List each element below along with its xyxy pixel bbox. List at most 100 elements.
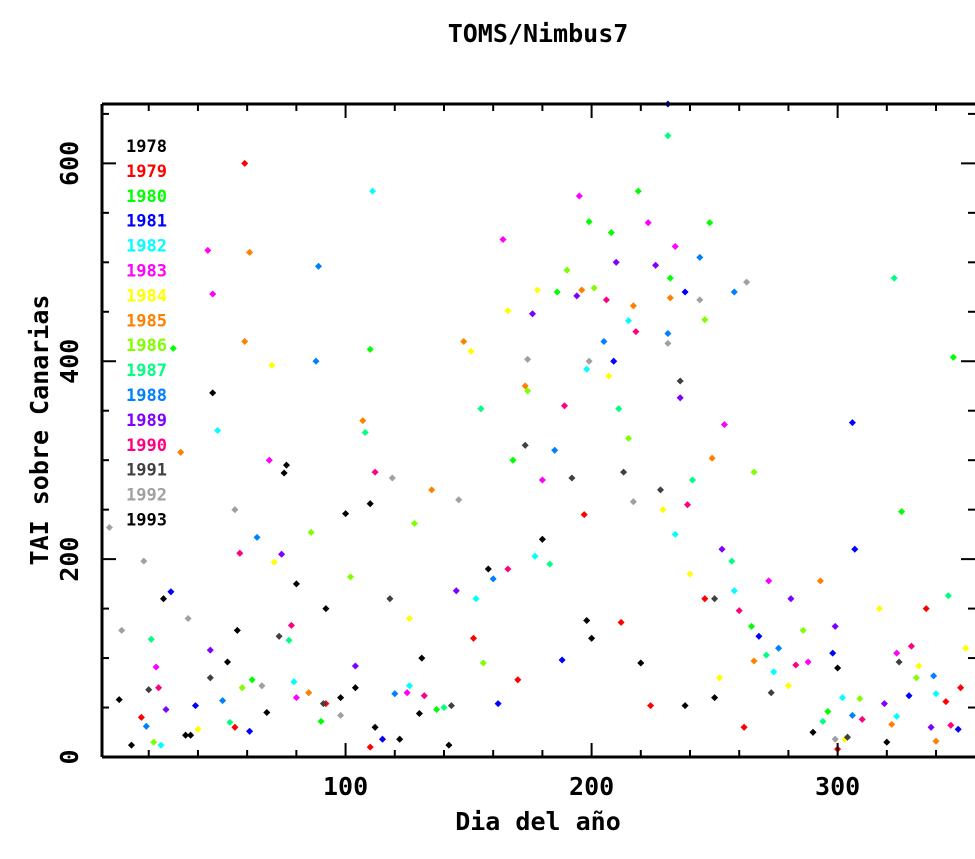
- data-point-1987-4: [440, 703, 448, 712]
- data-point-1988-5: [391, 690, 399, 698]
- data-point-1983-2: [209, 290, 217, 298]
- data-point-1982-11: [770, 668, 778, 676]
- data-point-1981-14: [954, 725, 962, 733]
- legend-label-1979: 1979: [126, 162, 167, 182]
- data-point-1988-9: [664, 329, 672, 338]
- data-point-1981-11: [848, 419, 856, 427]
- data-point-1985-5: [428, 486, 436, 494]
- data-point-1982-10: [730, 587, 738, 595]
- data-point-1987-13: [890, 274, 898, 282]
- y-axis-label: TAI sobre Canarias: [25, 295, 54, 566]
- data-point-1992-0: [105, 523, 113, 532]
- data-point-1990-7: [602, 296, 610, 304]
- legend-label-1992: 1992: [126, 486, 167, 506]
- data-point-1991-0: [145, 686, 153, 694]
- data-point-1989-5: [528, 310, 537, 318]
- data-point-1982-14: [932, 690, 940, 698]
- data-points: [105, 100, 970, 753]
- data-point-1992-3: [184, 614, 192, 623]
- data-point-1990-8: [632, 328, 640, 336]
- data-point-1986-2: [307, 528, 315, 536]
- data-point-1986-4: [410, 519, 419, 528]
- data-point-1982-1: [214, 426, 222, 435]
- data-point-1983-3: [265, 456, 273, 464]
- data-point-1983-12: [765, 577, 773, 585]
- data-point-1993-14: [809, 728, 817, 736]
- legend: 1978 1979 1980 1981 1982 1983 1984 1985 1986 1987…: [126, 137, 167, 531]
- data-point-1991-3: [319, 700, 327, 708]
- data-point-1984-14: [915, 662, 923, 670]
- data-point-1980-13: [824, 707, 832, 716]
- x-tick-label-200: 200: [569, 772, 614, 801]
- data-point-1987-8: [664, 132, 672, 140]
- data-point-1987-0: [147, 635, 155, 643]
- data-point-1990-12: [858, 715, 866, 723]
- data-point-1988-12: [775, 644, 783, 652]
- data-point-1985-14: [888, 720, 896, 728]
- data-point-1986-9: [624, 434, 633, 442]
- data-point-1979-8: [617, 618, 625, 626]
- data-point-1992-15: [831, 735, 839, 743]
- y-tick-label-0: 0: [55, 749, 84, 764]
- legend-label-1989: 1989: [126, 411, 167, 431]
- data-point-1988-0: [142, 722, 150, 730]
- data-point-1987-1: [226, 718, 234, 726]
- data-point-1988-7: [551, 446, 559, 454]
- data-point-1985-7: [521, 382, 529, 390]
- data-point-1991-2: [275, 632, 283, 640]
- data-point-1988-13: [848, 711, 856, 719]
- data-point-1989-7: [612, 258, 620, 266]
- data-point-1980-3: [366, 345, 374, 353]
- data-point-1985-9: [629, 302, 637, 310]
- data-point-1981-0: [167, 588, 175, 596]
- legend-label-1980: 1980: [126, 187, 167, 207]
- data-point-1990-4: [420, 692, 428, 700]
- data-point-1980-8: [607, 229, 615, 237]
- data-point-1981-9: [755, 632, 763, 640]
- data-point-1979-6: [514, 676, 522, 684]
- data-point-1992-4: [231, 506, 239, 514]
- data-point-1985-4: [359, 417, 367, 425]
- data-point-1990-11: [792, 661, 800, 669]
- data-point-1992-1: [118, 626, 126, 634]
- data-point-1983-0: [152, 663, 160, 671]
- data-point-1990-2: [287, 621, 295, 629]
- data-point-1989-9: [676, 394, 684, 402]
- data-point-1989-10: [718, 545, 726, 553]
- data-point-1987-11: [762, 651, 770, 659]
- data-point-1989-1: [206, 646, 214, 654]
- data-point-1988-8: [600, 337, 608, 346]
- data-point-1992-8: [455, 496, 463, 504]
- data-point-1993-1: [159, 595, 168, 603]
- data-point-1992-14: [743, 278, 751, 286]
- data-point-1991-1: [206, 674, 214, 682]
- data-point-1979-13: [922, 605, 930, 613]
- data-point-1993-15: [883, 738, 891, 746]
- data-point-1991-10: [676, 377, 684, 385]
- data-point-1992-5: [258, 682, 266, 690]
- data-point-1986-5: [479, 659, 487, 667]
- data-point-1981-4: [494, 700, 502, 708]
- legend-label-1991: 1991: [126, 461, 167, 481]
- data-point-1991-6: [521, 441, 529, 449]
- data-point-1979-2: [241, 159, 249, 167]
- data-point-1978-15: [834, 664, 842, 672]
- y-tick-label-400: 400: [55, 339, 84, 384]
- data-point-1983-1: [204, 246, 212, 254]
- data-point-1978-13: [583, 616, 591, 625]
- data-point-1984-2: [270, 558, 278, 566]
- data-point-1986-1: [238, 684, 246, 692]
- data-point-1984-6: [533, 286, 542, 294]
- data-point-1990-1: [236, 549, 244, 557]
- data-point-1982-7: [583, 365, 591, 373]
- data-point-1978-10: [396, 735, 404, 743]
- data-point-1982-5: [472, 595, 480, 603]
- data-point-1988-14: [930, 672, 938, 680]
- data-point-1982-4: [405, 682, 414, 690]
- data-point-1985-2: [246, 248, 254, 256]
- data-point-1978-3: [263, 708, 271, 717]
- data-point-1990-6: [560, 402, 569, 410]
- data-point-1987-10: [728, 557, 736, 565]
